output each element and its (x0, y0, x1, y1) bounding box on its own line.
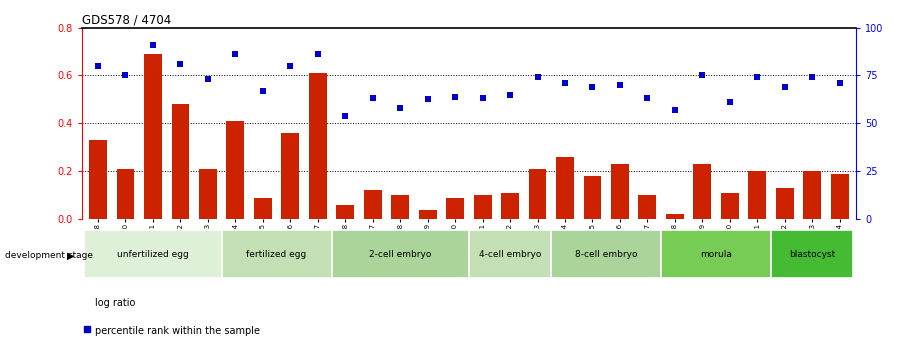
Bar (391, 195, 410, 219)
Point (805, 75, 819, 80)
Bar (254, 198, 272, 219)
Point (833, 80, 847, 86)
Text: blastocyst: blastocyst (789, 250, 835, 259)
Point (585, 84, 600, 90)
Text: development stage: development stage (5, 251, 92, 260)
Text: 8-cell embryo: 8-cell embryo (575, 250, 638, 259)
Bar (804, 171, 821, 219)
Bar (748, 171, 766, 219)
Bar (309, 73, 327, 219)
Text: ▶: ▶ (67, 250, 74, 260)
Bar (117, 169, 134, 219)
Point (695, 73, 709, 78)
Bar (474, 195, 492, 219)
Bar (611, 164, 629, 219)
Bar (336, 205, 354, 219)
Bar (446, 198, 464, 219)
Bar (666, 214, 684, 219)
Bar (84, 230, 222, 278)
Point (476, 96, 490, 101)
Bar (171, 104, 189, 219)
Point (173, 61, 188, 67)
Text: 2-cell embryo: 2-cell embryo (369, 250, 431, 259)
Bar (721, 193, 738, 219)
Point (530, 75, 545, 80)
Point (80, 326, 94, 331)
Point (91, 63, 105, 69)
Bar (661, 230, 771, 278)
Point (311, 52, 325, 57)
Bar (693, 164, 711, 219)
Point (668, 107, 682, 113)
Bar (89, 140, 107, 219)
Point (420, 97, 435, 102)
Point (558, 80, 573, 86)
Text: unfertilized egg: unfertilized egg (117, 250, 188, 259)
Point (255, 88, 270, 93)
Point (393, 105, 408, 111)
Bar (469, 230, 551, 278)
Bar (831, 174, 849, 219)
Text: log ratio: log ratio (95, 298, 136, 308)
Point (448, 94, 462, 99)
Bar (199, 169, 217, 219)
Bar (501, 193, 519, 219)
Point (200, 77, 215, 82)
Point (338, 113, 352, 118)
Point (750, 75, 765, 80)
Point (641, 96, 655, 101)
Point (146, 42, 160, 48)
Bar (528, 169, 546, 219)
Text: morula: morula (700, 250, 732, 259)
Text: percentile rank within the sample: percentile rank within the sample (95, 326, 260, 335)
Point (119, 73, 133, 78)
Point (283, 63, 297, 69)
Text: GDS578 / 4704: GDS578 / 4704 (82, 13, 171, 27)
Bar (282, 133, 299, 219)
Point (365, 96, 380, 101)
Bar (771, 230, 853, 278)
Bar (551, 230, 661, 278)
Point (228, 52, 243, 57)
Bar (222, 230, 332, 278)
Bar (583, 176, 602, 219)
Bar (364, 190, 381, 219)
Bar (639, 195, 656, 219)
Bar (419, 209, 437, 219)
Bar (226, 121, 245, 219)
Bar (556, 157, 573, 219)
Point (777, 84, 792, 90)
Bar (332, 230, 469, 278)
Bar (144, 54, 162, 219)
Text: fertilized egg: fertilized egg (246, 250, 307, 259)
Point (723, 99, 737, 105)
Text: 4-cell embryo: 4-cell embryo (479, 250, 541, 259)
Bar (776, 188, 794, 219)
Point (503, 92, 517, 97)
Point (612, 82, 627, 88)
